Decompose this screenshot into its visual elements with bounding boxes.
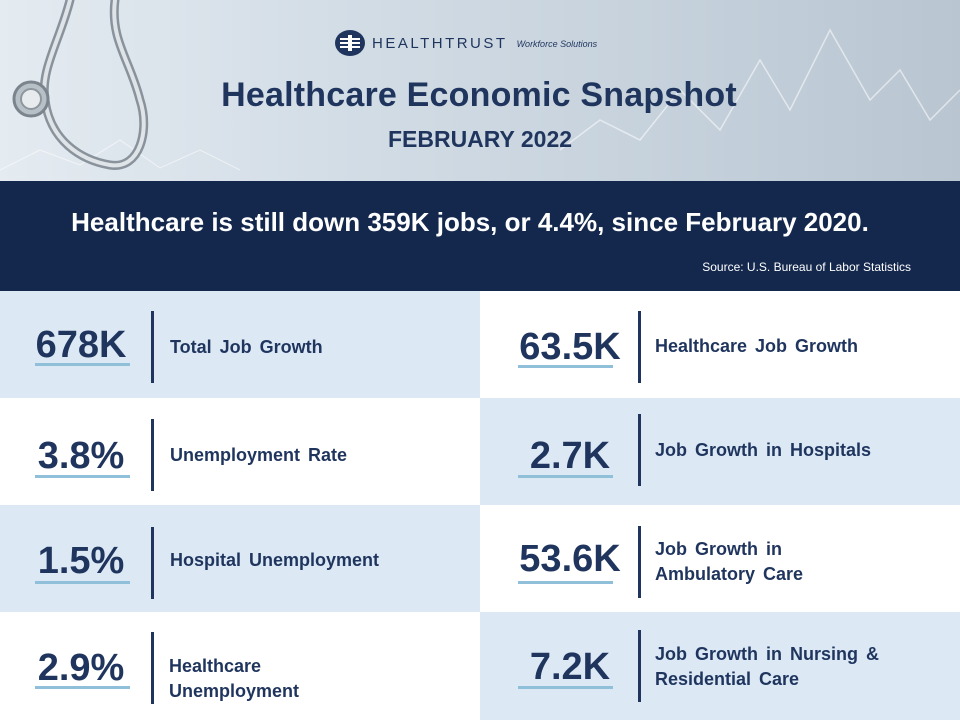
stat-underline — [518, 686, 613, 689]
stat-underline — [518, 581, 613, 584]
stat-label: Job Growth in Nursing & Residential Care — [655, 644, 879, 689]
stethoscope-icon — [12, 0, 149, 170]
stat-label: Healthcare Unemployment — [169, 656, 300, 701]
stat-value: 63.5K — [519, 326, 621, 368]
stat-divider — [151, 632, 154, 704]
stat-divider — [638, 526, 641, 598]
stat-value: 2.9% — [37, 647, 125, 689]
stat-card-ambulatory-job-growth: 53.6K Job Growth in Ambulatory Care — [480, 505, 960, 612]
stat-underline — [35, 475, 130, 478]
page-title: Healthcare Economic Snapshot — [221, 76, 737, 114]
stat-divider — [638, 414, 641, 486]
heartbeat-line-icon — [0, 0, 960, 171]
stat-value: 1.5% — [37, 540, 125, 582]
stat-underline — [518, 365, 613, 368]
stat-divider — [151, 527, 154, 599]
stat-card-nursing-job-growth: 7.2K Job Growth in Nursing & Residential… — [480, 612, 960, 720]
stat-card-hospital-job-growth: 2.7K Job Growth in Hospitals — [480, 398, 960, 505]
stat-divider — [151, 419, 154, 491]
brand-name: HEALTHTRUST — [372, 34, 508, 52]
stat-divider — [638, 630, 641, 702]
page-subtitle: FEBRUARY 2022 — [387, 126, 573, 152]
headline-message: Healthcare is still down 359K jobs, or 4… — [71, 207, 869, 237]
stat-underline — [518, 475, 613, 478]
headline-banner: Healthcare is still down 359K jobs, or 4… — [0, 181, 960, 291]
stat-divider — [151, 311, 154, 383]
stat-underline — [35, 581, 130, 584]
stat-label: Unemployment Rate — [170, 445, 348, 465]
stat-value: 53.6K — [519, 538, 621, 580]
stat-label: Job Growth in Ambulatory Care — [655, 539, 804, 584]
brand-logo: HEALTHTRUST Workforce Solutions — [335, 29, 597, 57]
stat-card-hospital-unemployment: 1.5% Hospital Unemployment — [0, 505, 480, 612]
brand-tagline: Workforce Solutions — [516, 39, 598, 49]
stat-card-healthcare-job-growth: 63.5K Healthcare Job Growth — [480, 293, 960, 398]
stat-value: 678K — [35, 324, 127, 366]
stat-label: Job Growth in Hospitals — [655, 440, 872, 460]
stat-value: 2.7K — [529, 435, 611, 477]
stat-label: Healthcare Job Growth — [655, 336, 859, 356]
stat-card-unemployment-rate: 3.8% Unemployment Rate — [0, 398, 480, 505]
stat-underline — [35, 686, 130, 689]
healthtrust-logo-icon — [335, 30, 365, 56]
stat-value: 7.2K — [529, 646, 611, 688]
stat-label: Total Job Growth — [170, 337, 323, 357]
stat-card-healthcare-unemployment: 2.9% Healthcare Unemployment — [0, 612, 480, 720]
source-note: Source: U.S. Bureau of Labor Statistics — [702, 260, 911, 274]
stat-underline — [35, 363, 130, 366]
stat-value: 3.8% — [37, 435, 125, 477]
stat-divider — [638, 311, 641, 383]
stat-label: Hospital Unemployment — [170, 550, 380, 570]
header: HEALTHTRUST Workforce Solutions Healthca… — [0, 0, 960, 181]
stat-card-total-job-growth: 678K Total Job Growth — [0, 291, 480, 398]
